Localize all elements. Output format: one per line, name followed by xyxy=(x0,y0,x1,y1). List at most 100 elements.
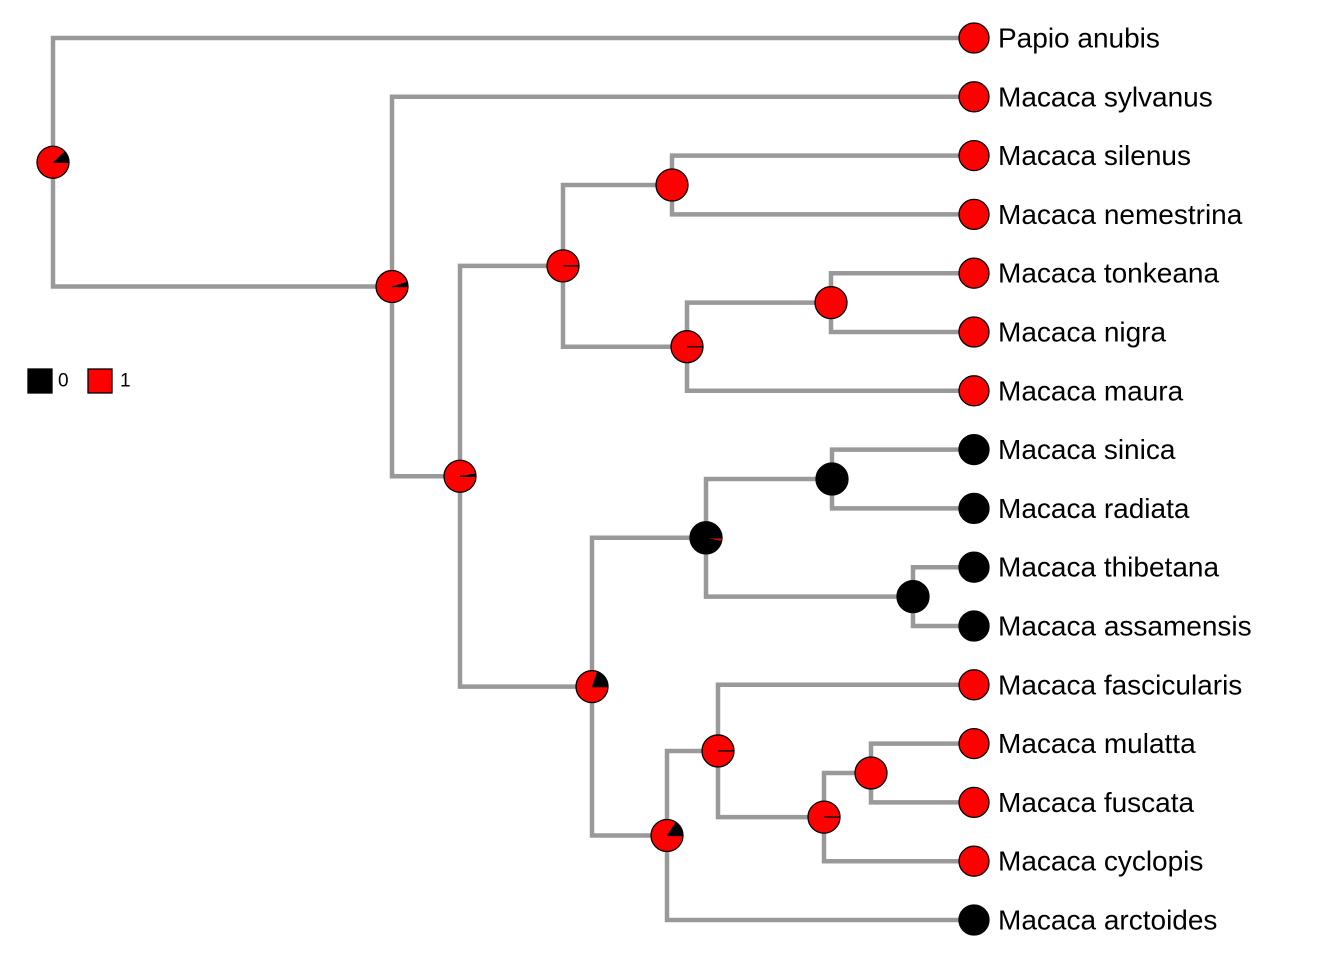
pie-full xyxy=(897,580,929,613)
tip-label: Macaca nemestrina xyxy=(998,199,1243,230)
legend-swatch-0 xyxy=(27,368,53,394)
pie-outline xyxy=(689,521,723,555)
branch xyxy=(664,833,977,923)
pie-outline xyxy=(375,269,409,304)
node-pie-n_h xyxy=(575,669,609,704)
pie-full xyxy=(656,169,688,201)
node-pie-n_k xyxy=(896,579,930,614)
tip-marker xyxy=(958,669,990,701)
pie-outline xyxy=(815,462,849,496)
tip-state-markers xyxy=(958,22,990,936)
pie-outline xyxy=(650,818,684,853)
pie-outline xyxy=(896,579,930,614)
branch xyxy=(669,153,977,188)
branch xyxy=(560,263,690,349)
branch xyxy=(560,182,675,269)
branch xyxy=(389,284,463,479)
branch xyxy=(589,684,670,838)
branch xyxy=(828,300,977,335)
branch xyxy=(589,535,709,689)
pie-slice-0 xyxy=(460,473,476,477)
pie-outline xyxy=(854,756,888,790)
branch xyxy=(829,476,977,511)
pie-full xyxy=(816,463,848,495)
tip-label: Macaca sinica xyxy=(998,434,1176,465)
pie-outline xyxy=(807,800,841,834)
pie-full xyxy=(815,286,847,319)
branch xyxy=(50,160,395,289)
tip-label: Macaca nigra xyxy=(998,317,1167,348)
node-pie-n_j xyxy=(815,462,849,496)
tip-label: Macaca silenus xyxy=(998,140,1191,171)
tip-marker xyxy=(958,375,990,407)
tip-marker xyxy=(958,610,990,642)
branch xyxy=(457,473,595,689)
pie-slice-0 xyxy=(592,671,608,687)
node-pie-n_macaca xyxy=(375,269,409,304)
tip-marker xyxy=(958,198,990,231)
branch xyxy=(828,270,977,305)
branch xyxy=(703,535,916,599)
branch xyxy=(715,748,827,820)
tip-label: Papio anubis xyxy=(998,23,1160,54)
node-pie-n_f xyxy=(814,285,848,320)
tip-labels: Papio anubis Macaca sylvanus Macaca silenu… xyxy=(998,23,1252,936)
legend-label-0: 0 xyxy=(58,371,69,392)
tip-marker xyxy=(958,845,990,877)
tip-label: Macaca mulatta xyxy=(998,728,1196,759)
pie-full xyxy=(855,757,887,789)
node-pie-n_m xyxy=(701,734,735,768)
tip-label: Macaca maura xyxy=(998,375,1184,406)
pie-outline xyxy=(701,734,735,768)
tip-label: Macaca sylvanus xyxy=(998,81,1213,112)
branch xyxy=(669,182,977,217)
node-pie-n_l xyxy=(650,818,684,853)
tip-marker xyxy=(958,727,990,760)
tip-marker xyxy=(958,81,990,113)
state-legend: 0 1 xyxy=(27,368,131,394)
tip-marker xyxy=(958,433,990,466)
tip-label: Macaca arctoides xyxy=(998,905,1217,936)
branch xyxy=(389,94,977,289)
branch xyxy=(684,344,977,394)
branch xyxy=(664,748,721,838)
node-pie-n_d xyxy=(655,168,689,202)
tip-label: Macaca fascicularis xyxy=(998,669,1242,700)
tip-marker xyxy=(958,316,990,348)
pie-slice-0 xyxy=(53,151,69,163)
tip-label: Macaca cyclopis xyxy=(998,846,1203,877)
tip-marker xyxy=(958,22,990,54)
pie-outline xyxy=(670,330,704,364)
node-pie-n_e xyxy=(670,330,704,364)
node-pie-n_n xyxy=(807,800,841,834)
legend-swatch-1 xyxy=(87,368,113,394)
tip-label: Macaca thibetana xyxy=(998,552,1219,583)
pie-slice-0 xyxy=(392,281,408,287)
pie-outline xyxy=(36,145,70,179)
legend-label-1: 1 xyxy=(120,371,131,392)
pie-outline xyxy=(546,249,580,283)
pie-outline xyxy=(814,285,848,320)
branch xyxy=(715,682,977,754)
tip-marker xyxy=(958,551,990,583)
tip-label: Macaca tonkeana xyxy=(998,258,1219,289)
node-pie-n_i xyxy=(689,521,723,555)
pie-slice-1 xyxy=(706,537,722,541)
tip-marker xyxy=(958,139,990,172)
tip-marker xyxy=(958,257,990,289)
tip-marker xyxy=(958,904,990,936)
branch xyxy=(50,35,977,165)
pie-outline xyxy=(655,168,689,202)
branch xyxy=(829,447,977,482)
tip-marker xyxy=(958,786,990,819)
node-pie-n_b xyxy=(443,459,477,493)
node-pie-n_c xyxy=(546,249,580,283)
tip-label: Macaca assamensis xyxy=(998,611,1252,642)
node-pie-n_o xyxy=(854,756,888,790)
node-pie-root xyxy=(36,145,70,179)
ancestral-state-pies xyxy=(36,145,930,853)
tip-marker xyxy=(958,492,990,525)
branch xyxy=(703,476,835,541)
branch xyxy=(457,263,566,479)
